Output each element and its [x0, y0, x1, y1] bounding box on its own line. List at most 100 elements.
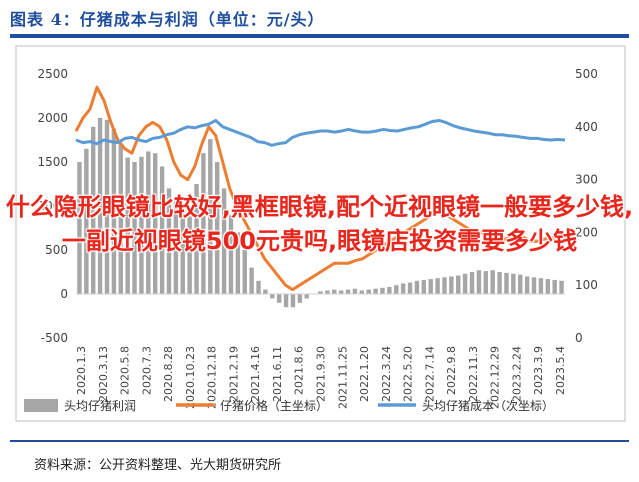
profit-bar	[531, 277, 537, 294]
x-tick-label: 2022.9.8	[445, 346, 458, 395]
profit-bar	[111, 128, 117, 294]
profit-bar	[256, 280, 261, 294]
y-left-tick-1: 0	[60, 287, 68, 301]
profit-bar	[476, 270, 482, 294]
y-left-tick-2: 500	[45, 243, 68, 257]
legend-swatch-bars	[24, 399, 58, 412]
profit-bar	[345, 289, 351, 294]
profit-bar	[249, 267, 254, 294]
y-left-tick-6: 2500	[37, 67, 68, 81]
profit-bar	[97, 118, 103, 294]
watermark-overlay-text: 什么隐形眼镜比较好,黑框眼镜,配个近视眼镜一般要多少钱,一副近视眼镜500元贵吗…	[5, 193, 634, 255]
profit-bar	[242, 250, 247, 294]
profit-bar	[449, 276, 454, 294]
profit-bar	[490, 270, 495, 294]
y-axis-left: -500 0 500 1000 1500 2000 2500	[37, 67, 68, 345]
title-rule	[10, 34, 629, 38]
x-tick-label: 2021.6.11	[271, 346, 284, 402]
x-tick-label: 2023.5.4	[554, 346, 567, 395]
profit-bars	[76, 118, 565, 308]
profit-bar	[421, 279, 427, 294]
profit-bar	[538, 278, 544, 294]
profit-bar	[469, 272, 475, 294]
y-left-tick-5: 2000	[37, 111, 68, 125]
x-tick-label: 2021.11.25	[336, 346, 349, 409]
profit-bar	[139, 156, 144, 294]
cost-line	[75, 118, 566, 147]
profit-bar	[483, 271, 488, 294]
x-tick-label: 2021.2.19	[227, 346, 240, 402]
profit-bar	[366, 289, 371, 294]
x-tick-label: 2023.3.9	[532, 346, 545, 395]
profit-bar	[208, 139, 213, 294]
y-right-tick-2: 200	[575, 225, 598, 239]
profit-bar	[84, 148, 89, 294]
profit-bar	[359, 290, 365, 294]
x-tick-label: 2022.3.24	[380, 346, 393, 402]
profit-bar	[559, 280, 564, 294]
y-right-tick-4: 400	[575, 120, 598, 134]
profit-bar	[221, 188, 227, 294]
profit-bar	[325, 290, 330, 294]
cost-series-line	[75, 118, 566, 147]
plot-frame	[15, 45, 626, 422]
y-right-tick-5: 500	[575, 67, 598, 81]
y-right-tick-3: 300	[575, 173, 598, 187]
legend-label-cost: 头均仔猪成本（次坐标）	[422, 399, 554, 413]
x-axis: 2020.1.3 2020.3.13 2020.5.8 2020.7.3 2020.8.…	[75, 346, 567, 409]
profit-bar	[235, 232, 241, 294]
profit-bar	[180, 210, 185, 294]
chart: -500 0 500 1000 1500 2000 2500 0 100 200 300 400 50…	[15, 45, 626, 422]
x-tick-label: 2022.11.3	[467, 346, 480, 402]
x-tick-label: 2020.7.3	[140, 346, 153, 395]
profit-bar	[118, 144, 123, 294]
profit-bar	[414, 280, 420, 294]
profit-bar	[462, 273, 468, 294]
profit-bar	[497, 272, 502, 294]
x-tick-label: 2020.10.23	[184, 346, 197, 409]
source-note: 资料来源：公开资料整理、光大期货研究所	[34, 458, 282, 473]
legend-label-bars: 头均仔猪利润	[64, 399, 136, 413]
profit-bar	[373, 288, 378, 294]
y-right-tick-1: 100	[575, 278, 598, 292]
x-tick-label: 2022.5.20	[402, 346, 415, 402]
profit-bar	[545, 279, 550, 294]
x-tick-label: 2022.1.20	[358, 346, 371, 402]
profit-bar	[552, 279, 557, 294]
x-tick-label: 2020.3.13	[97, 346, 110, 402]
profit-bar	[270, 294, 275, 299]
x-tick-label: 2022.7.14	[423, 346, 436, 402]
profit-bar	[201, 153, 206, 294]
profit-bar	[146, 151, 151, 294]
profit-bar	[276, 294, 282, 303]
profit-bar	[456, 275, 461, 294]
profit-bar	[125, 157, 130, 294]
profit-bar	[504, 272, 509, 294]
profit-bar	[518, 274, 523, 294]
x-tick-label: 2021.8.6	[293, 346, 306, 395]
profit-bar	[159, 166, 165, 294]
price-line	[74, 85, 566, 292]
profit-bar	[524, 276, 530, 294]
profit-bar	[352, 288, 358, 294]
price-series-line	[74, 85, 566, 292]
x-tick-label: 2023.2.24	[510, 346, 523, 402]
profit-bar	[380, 287, 385, 294]
profit-bar	[166, 188, 172, 294]
profit-bar	[435, 278, 440, 294]
profit-bar	[407, 282, 413, 294]
legend: 头均仔猪利润 仔猪价格（主坐标） 头均仔猪成本（次坐标）	[24, 398, 554, 413]
profit-bar	[338, 290, 344, 294]
profit-bar	[318, 291, 323, 294]
profit-bar	[290, 294, 296, 308]
profit-bar	[394, 285, 399, 294]
profit-bar	[173, 201, 179, 294]
footer-rule	[10, 440, 629, 442]
x-tick-label: 2021.9.30	[315, 346, 328, 402]
x-tick-label: 2020.8.28	[162, 346, 175, 402]
y-right-tick-0: 0	[575, 331, 583, 345]
profit-bar	[91, 126, 96, 294]
profit-bar	[228, 214, 234, 294]
profit-bar	[400, 283, 406, 294]
x-tick-label: 2022.12.29	[489, 346, 502, 409]
